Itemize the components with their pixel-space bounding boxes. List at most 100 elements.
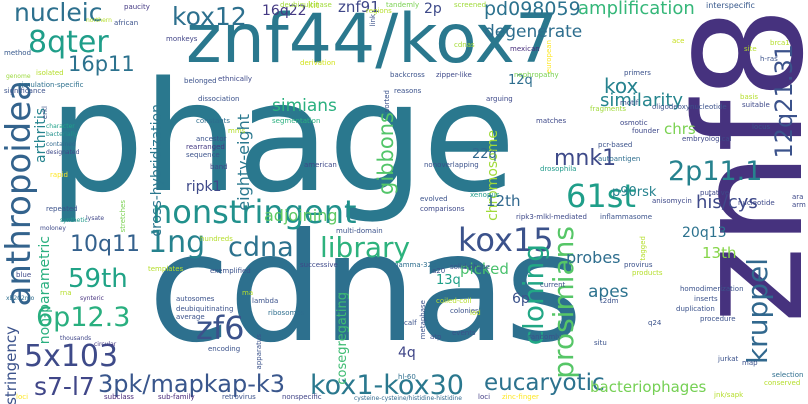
word-cysteine-histidine: cysteine-cysteine/histidine-histidine — [354, 395, 462, 402]
word-13q: 13q — [436, 273, 461, 288]
word-nephropathy: nephropathy — [514, 71, 559, 79]
word-coiled-coil: coiled-coil — [436, 297, 472, 305]
word-african: african — [114, 19, 139, 27]
word-ancestor: ancestor — [196, 135, 227, 143]
word-t2dm: t2dm — [600, 297, 619, 305]
word-autoantigen: autoantigen — [598, 155, 641, 163]
word-basis: basis — [740, 93, 758, 101]
word-gibbons: gibbons — [374, 112, 398, 195]
word-amplification: amplification — [578, 0, 695, 19]
word-pcr-based: pcr-based — [598, 141, 633, 149]
word-nonspecific: nonspecific — [282, 393, 322, 401]
word-comparisons: comparisons — [420, 205, 465, 213]
word-ma: ma — [242, 289, 254, 297]
word-colonies: colonies — [450, 307, 479, 315]
word-chrs: chrs — [664, 120, 696, 138]
word-kruppel: kruppel — [741, 258, 774, 365]
word-sequence: sequence — [186, 151, 220, 159]
word-jurkat: jurkat — [718, 355, 739, 363]
word-events: events — [452, 329, 476, 337]
word-zipper-like: zipper-like — [436, 71, 472, 79]
word-zinc-finger: zinc-finger — [502, 393, 539, 401]
word-s7-l7: s7-l7 — [34, 372, 95, 401]
word-homodimerization: homodimerization — [680, 285, 744, 293]
word-h-ras: h-ras — [760, 55, 778, 63]
word-16p11: 16p11 — [68, 52, 135, 76]
word-northern: northern — [86, 17, 112, 24]
word-his-cys: his/cys — [696, 192, 758, 213]
word-12q: 12q — [508, 73, 533, 88]
word-kit: kit — [308, 1, 320, 11]
word-successive: successive — [300, 261, 338, 269]
word-map: map — [742, 359, 758, 367]
word-american: american — [304, 161, 337, 169]
word-osmotic: osmotic — [620, 119, 648, 127]
word-link: link — [369, 14, 377, 27]
word-products: products — [632, 269, 663, 277]
word-ethnically: ethnically — [218, 75, 253, 83]
word-61st: 61st — [566, 177, 636, 215]
word-drosophila: drosophila — [540, 165, 577, 173]
word-inflammasome: inflammasome — [600, 213, 653, 221]
word-10q11: 10q11 — [70, 232, 140, 257]
word-kox12: kox12 — [172, 2, 247, 31]
word-metaphase: metaphase — [419, 300, 427, 340]
word-interspecific: interspecific — [706, 1, 755, 10]
word-synteric: synteric — [80, 295, 104, 302]
word-picked: picked — [460, 260, 509, 278]
word-primers: primers — [624, 69, 651, 77]
word-solid-phase: solid-phase — [450, 263, 490, 271]
word-randomly: randomly — [528, 333, 562, 341]
word-tagged: tagged — [639, 236, 647, 261]
word-zf6: zf6 — [196, 309, 245, 347]
word-arm: arm — [792, 201, 806, 209]
word-templates: templates — [148, 265, 184, 273]
word-mexican: mexican — [510, 45, 540, 53]
word-multi-domain: multi-domain — [336, 227, 383, 235]
word-gamma-32p: gamma-32p — [394, 261, 437, 269]
word-simians: simians — [272, 96, 337, 116]
word-character: character — [46, 123, 75, 130]
word-lysate: lysate — [86, 215, 105, 222]
word-procedure: procedure — [700, 315, 736, 323]
word-lod: lod — [470, 309, 481, 317]
word-brca1: brca1 — [770, 39, 790, 47]
word-ace: ace — [672, 37, 685, 45]
word-mms: mms — [228, 127, 246, 135]
word-apparatus: apparatus — [255, 334, 263, 370]
word-synthetic: synthetic — [60, 217, 88, 224]
word-reasons: reasons — [394, 87, 422, 95]
word-european: european — [545, 40, 553, 74]
word-current: current — [540, 281, 566, 289]
word-erkl: erkl — [41, 106, 49, 120]
word-deubiquitinase: deubiquitinase — [280, 1, 332, 9]
word-p90rsk: p90rsk — [612, 185, 657, 200]
word-znf91: znf91 — [338, 0, 380, 16]
word-degenerate: degenerate — [484, 22, 583, 42]
word-eucaryotic: eucaryotic — [484, 370, 605, 396]
word-screened: screened — [454, 1, 487, 9]
word-59th: 59th — [68, 264, 128, 294]
word-nonstringent: nonstringent — [152, 193, 357, 231]
word-provirus: provirus — [624, 261, 653, 269]
word-kox1-kox30: kox1-kox30 — [310, 370, 464, 401]
word-dissociation: dissociation — [198, 95, 240, 103]
word-20q13: 20q13 — [682, 225, 727, 241]
word-band: band — [210, 163, 228, 171]
word-13th: 13th — [702, 244, 737, 262]
word-apes: apes — [588, 282, 629, 302]
word-exemplified: exemplified — [210, 267, 251, 275]
word-situ: situ — [594, 339, 607, 347]
word-significance: significance — [4, 87, 46, 95]
word-phage: phage — [48, 49, 516, 226]
word-ripk1: ripk1 — [186, 179, 222, 195]
word-subclass: subclass — [104, 393, 134, 401]
word-regions: regions — [366, 7, 392, 15]
word-rearranged: rearranged — [186, 143, 225, 151]
word-conserved: conserved — [764, 379, 801, 387]
word-evolved: evolved — [420, 195, 448, 203]
word-backcross: backcross — [390, 71, 425, 79]
word-rna: rna — [60, 289, 72, 297]
word-ara: ara — [792, 193, 804, 201]
word-matches: matches — [536, 117, 567, 125]
